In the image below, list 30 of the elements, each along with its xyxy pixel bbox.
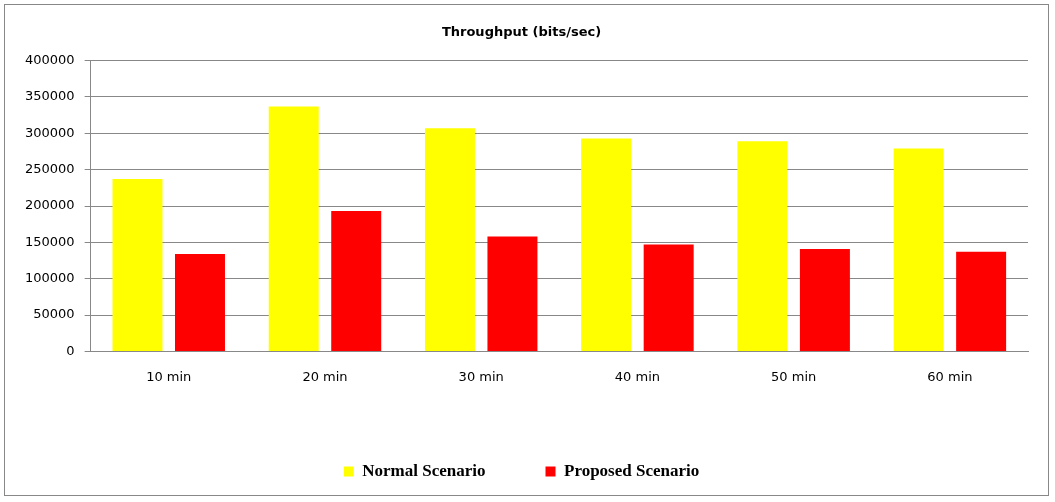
y-tick-label: 350000 <box>24 88 75 104</box>
x-tick-label: 10 min <box>146 368 192 384</box>
bar <box>174 253 225 351</box>
x-tick-label: 60 min <box>927 368 973 384</box>
bar <box>956 251 1007 351</box>
y-tick-label: 50000 <box>33 306 75 322</box>
y-tick-label: 0 <box>66 342 75 358</box>
y-tick-label: 200000 <box>24 197 75 213</box>
y-tick-label: 100000 <box>24 270 75 286</box>
bar <box>331 211 382 351</box>
bar <box>893 148 944 351</box>
chart-title: Throughput (bits/sec) <box>441 24 602 40</box>
y-tick-label: 250000 <box>24 161 75 177</box>
x-tick-label: 40 min <box>614 368 661 384</box>
y-tick-label: 150000 <box>24 233 75 249</box>
legend-label: Normal Scenario <box>362 460 486 480</box>
x-tick-label: 30 min <box>458 368 504 384</box>
bar <box>487 236 538 351</box>
bar <box>424 128 475 351</box>
x-tick-label: 20 min <box>302 368 348 384</box>
x-tick-label: 50 min <box>771 368 817 384</box>
bar <box>581 138 632 351</box>
bar <box>737 141 788 351</box>
legend-label: Proposed Scenario <box>564 460 700 480</box>
y-tick-label: 300000 <box>24 124 75 140</box>
bar <box>799 248 850 351</box>
y-tick-label: 400000 <box>24 51 75 67</box>
bar <box>112 179 163 351</box>
bar <box>268 106 319 351</box>
bar <box>643 244 694 351</box>
